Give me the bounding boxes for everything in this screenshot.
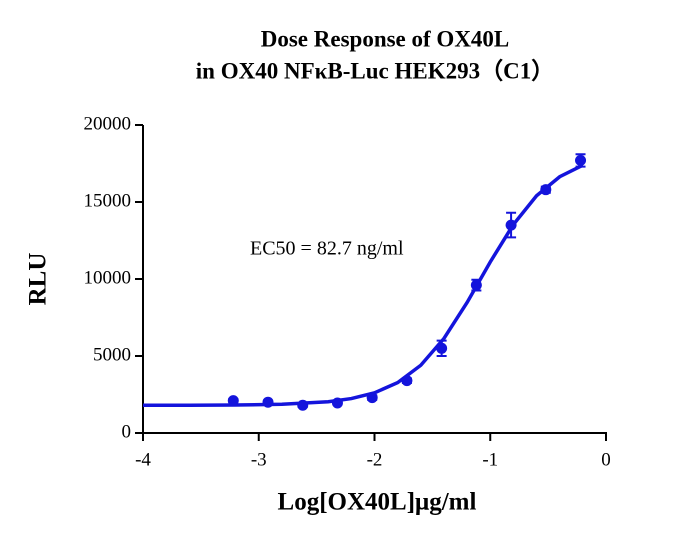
data-point [540,184,552,196]
y-tick-label: 10000 [84,267,132,288]
data-point [331,397,343,409]
x-tick-label: -2 [367,449,383,470]
chart-title: in OX40 NFκB-Luc HEK293（C1） [196,57,554,83]
y-tick-label: 5000 [93,344,131,365]
y-tick-label: 0 [122,421,132,442]
y-tick-label: 15000 [84,190,132,211]
data-point [366,392,378,404]
x-tick-label: -1 [482,449,498,470]
data-point [505,219,517,231]
x-tick-label: -3 [251,449,267,470]
x-tick-label: 0 [601,449,611,470]
data-point [575,154,587,166]
y-tick-label: 20000 [84,113,132,134]
data-point [401,375,413,387]
data-point [436,342,448,354]
data-point [227,395,239,407]
x-axis-label: Log[OX40L]μg/ml [278,489,477,516]
data-point [297,399,309,411]
annotation: EC50 = 82.7 ng/ml [250,238,404,260]
chart-title: Dose Response of OX40L [261,26,510,51]
data-point [470,279,482,291]
x-tick-label: -4 [135,449,151,470]
y-axis-label: RLU [25,253,52,306]
data-point [262,396,274,408]
fit-curve [142,163,584,408]
